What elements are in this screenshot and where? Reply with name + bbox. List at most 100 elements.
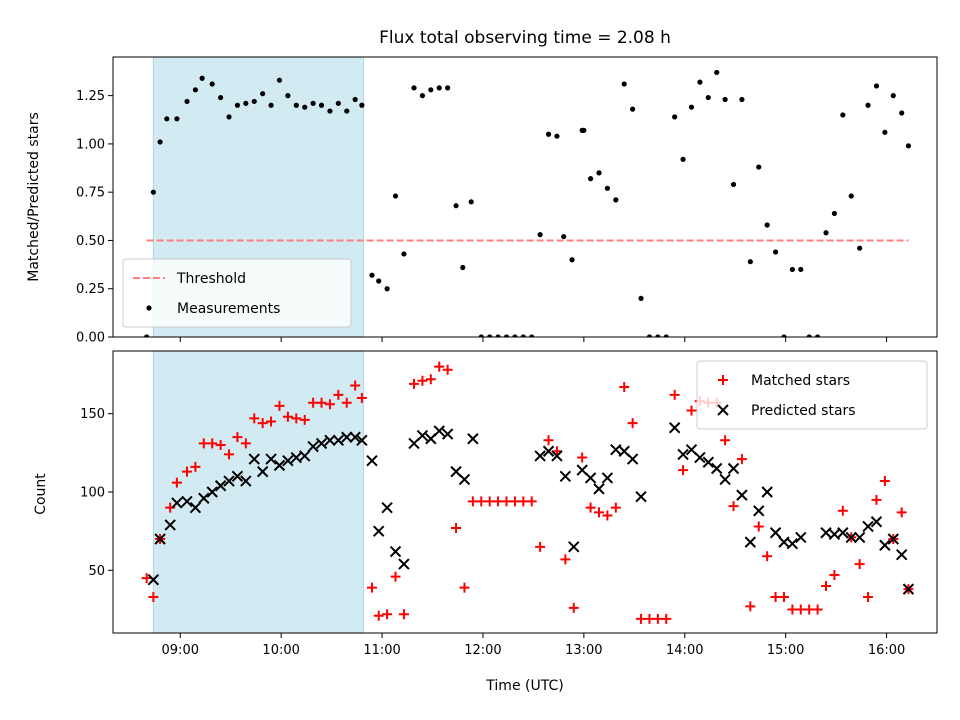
measurements-point: [705, 94, 711, 101]
matched-stars-point: [476, 496, 487, 507]
x-tick-label: 13:00: [565, 643, 602, 658]
predicted-stars-point: [534, 450, 546, 462]
predicted-stars-point: [256, 465, 269, 478]
measurements-point: [688, 104, 695, 110]
plot-area: [144, 69, 912, 337]
predicted-stars-point: [887, 533, 899, 545]
measurements-point: [756, 164, 762, 170]
measurements-point: [747, 259, 753, 265]
legend-box: [696, 360, 928, 430]
measurements-point: [596, 170, 602, 176]
measurements-point: [226, 114, 232, 120]
measurements-point: [503, 334, 510, 337]
matched-stars-point: [669, 389, 680, 400]
matched-stars-point: [526, 496, 537, 507]
measurements-point: [487, 334, 493, 337]
predicted-stars-point: [398, 558, 410, 570]
matched-stars-point: [417, 375, 428, 386]
predicted-stars-point: [568, 541, 580, 553]
matched-stars-point: [171, 477, 182, 488]
measurements-point: [192, 87, 198, 93]
predicted-stars-point: [389, 545, 402, 558]
predicted-stars-point: [467, 433, 479, 445]
predicted-stars-point: [786, 537, 799, 550]
measurements-point: [150, 189, 156, 195]
measurements-point: [495, 334, 501, 337]
matched-stars-point: [373, 610, 384, 621]
predicted-stars-point: [668, 422, 681, 434]
chart-title: Flux total observing time = 2.08 h: [379, 28, 671, 48]
matched-stars-point: [652, 613, 663, 624]
measurements-point: [512, 334, 518, 337]
measurements-point: [164, 116, 170, 122]
axes-frame: [112, 56, 938, 338]
matched-stars-point: [266, 416, 277, 427]
measurements-point: [310, 100, 316, 106]
matched-stars-point: [678, 465, 689, 476]
matched-stars-point: [274, 400, 285, 411]
matched-stars-point: [356, 393, 367, 403]
predicted-stars-point: [248, 453, 260, 465]
measurements-point: [621, 81, 627, 87]
measurements-point: [630, 106, 636, 112]
predicted-stars-point: [332, 434, 345, 447]
measurements-point: [890, 93, 896, 99]
matched-stars-point: [686, 405, 697, 416]
predicted-stars-point: [902, 583, 915, 595]
measurements-point: [468, 199, 474, 205]
measurements-point: [285, 93, 291, 99]
matched-stars-point: [560, 554, 571, 565]
matched-stars-point: [854, 559, 865, 570]
measurements-point: [848, 193, 854, 199]
measurements-point: [478, 334, 484, 337]
measurements-point: [384, 286, 390, 292]
predicted-stars-point: [189, 501, 202, 514]
y-tick-label: 1.00: [76, 137, 105, 152]
predicted-stars-point: [702, 456, 715, 468]
y-tick-label: 1.25: [76, 89, 105, 104]
predicted-stars-point: [273, 459, 286, 472]
measurements-point: [714, 69, 720, 76]
legend-label: Threshold: [176, 271, 246, 287]
matched-stars-point: [324, 399, 335, 410]
measurements-point: [268, 102, 274, 108]
measurements-point: [144, 334, 150, 337]
predicted-stars-point: [635, 490, 647, 503]
y-tick-label: 0.00: [76, 331, 105, 346]
matched-stars-point: [585, 502, 596, 513]
predicted-stars-point: [441, 428, 454, 440]
matched-stars-point: [644, 613, 655, 624]
predicted-stars-point: [795, 531, 807, 544]
measurements-point: [369, 272, 375, 278]
y-axis-label-top: Matched/Predicted stars: [26, 112, 42, 282]
matched-stars-point: [863, 591, 874, 602]
predicted-stars-point: [593, 483, 605, 495]
legend-swatch: [717, 404, 729, 416]
predicted-stars-point: [895, 548, 908, 561]
predicted-stars-point: [559, 470, 572, 483]
predicted-stars-point: [381, 501, 393, 514]
measurements-point: [722, 96, 728, 103]
measurements-point: [184, 98, 190, 105]
matched-stars-point: [879, 476, 890, 487]
matched-stars-point: [341, 397, 352, 408]
matched-stars-point: [543, 435, 554, 446]
matched-stars-point: [593, 507, 604, 518]
measurements-point: [739, 96, 745, 103]
y-axis-label-bottom: Count: [33, 473, 49, 515]
predicted-stars-point: [694, 451, 706, 464]
measurements-point: [587, 176, 594, 182]
predicted-stars-point: [719, 473, 731, 486]
measurements-point: [209, 81, 215, 87]
measurements-point: [655, 334, 661, 337]
matched-stars-point: [282, 411, 293, 422]
y-tick-label: 100: [80, 486, 105, 501]
ratio-panel: 0.00 0.25 0.50 0.75 1.00 1.25 Threshold Measure…: [76, 56, 938, 346]
matched-stars-point: [484, 496, 495, 507]
measurements-point: [545, 131, 552, 137]
x-tick-label: 10:00: [262, 643, 299, 658]
measurements-point: [806, 334, 812, 337]
measurements-point: [411, 85, 417, 91]
matched-stars-point: [224, 449, 235, 460]
